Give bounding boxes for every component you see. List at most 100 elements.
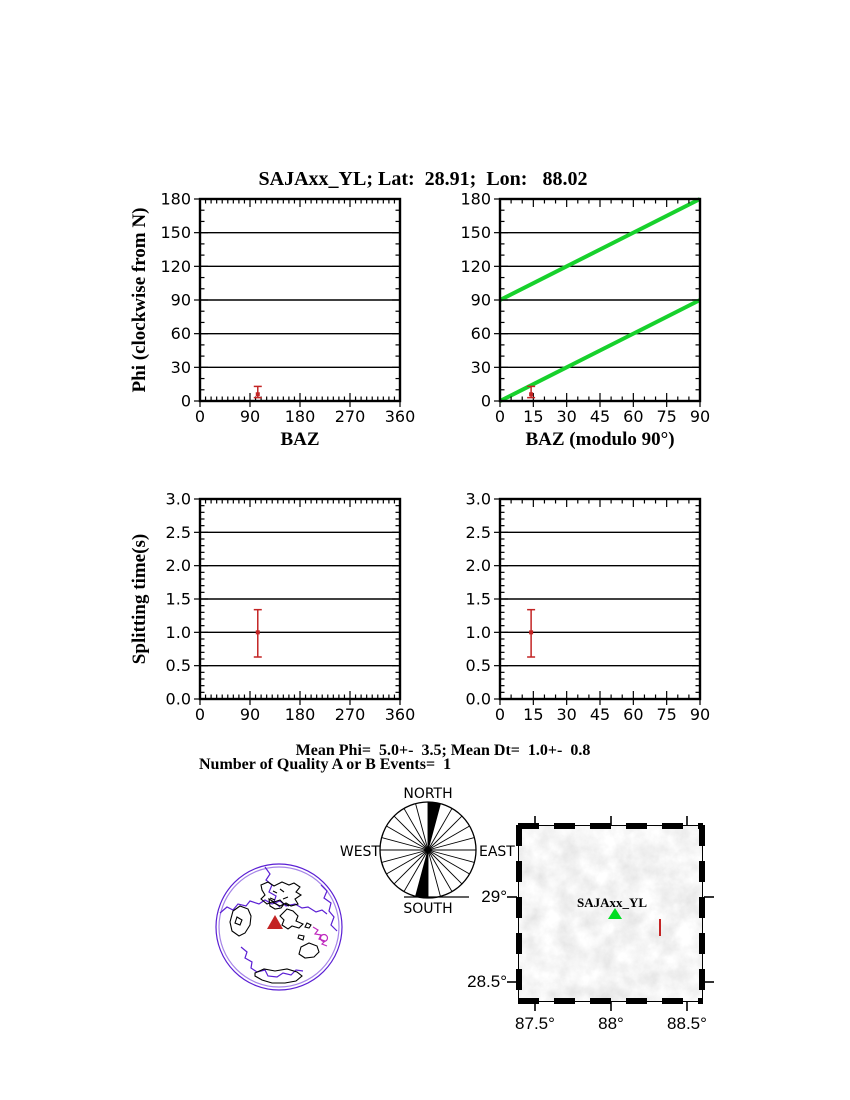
- x-tick-label: 30: [556, 705, 576, 724]
- rose-spoke: [415, 803, 429, 851]
- x-tick-label: 180: [285, 407, 316, 426]
- y-tick-label: 0.0: [466, 690, 491, 709]
- x-tick-label: 30: [556, 407, 576, 426]
- map-lon-label: 88.5°: [667, 1014, 707, 1033]
- coastline-path: [298, 942, 320, 959]
- y-axis-title: Splitting time(s): [129, 534, 150, 664]
- rose-spoke: [427, 825, 470, 851]
- station-label: SAJAxx_YL: [576, 895, 648, 910]
- rose-label-south: SOUTH: [403, 901, 452, 917]
- plot-dt-vs-baz: 0 90 180 270 360 0.0 0.5 1.0 1.5 2.0 2.5 3.0 Splitti…: [129, 490, 415, 725]
- rose-spoke: [386, 849, 429, 875]
- plate-boundary-path: [264, 866, 281, 908]
- y-tick-label: 2.0: [466, 556, 491, 575]
- rose-spoke: [427, 849, 463, 885]
- y-tick-label: 0.5: [466, 656, 491, 675]
- rose-filled-sector: [428, 802, 441, 850]
- globe-outline: [215, 863, 343, 991]
- rose-label-east: EAST: [479, 844, 515, 860]
- x-tick-label: 45: [590, 407, 610, 426]
- plot-dt-vs-baz-mod90: 0 15 30 45 60 75 90 0.0 0.5 1.0 1.5 2.0 2.5 3.0: [466, 490, 711, 725]
- y-tick-label: 150: [460, 223, 491, 242]
- x-tick-label: 15: [523, 705, 543, 724]
- y-tick-label: 2.5: [466, 523, 491, 542]
- error-bar: [253, 608, 262, 658]
- x-tick-label: 90: [690, 407, 710, 426]
- error-bar: [527, 385, 536, 399]
- map-lat-label: 29°: [481, 887, 507, 906]
- y-tick-label: 60: [471, 324, 491, 343]
- y-tick-label: 1.0: [466, 623, 491, 642]
- plate-boundary-magenta-path: [312, 926, 328, 947]
- rose-spoke: [386, 825, 429, 851]
- y-tick-label: 0.5: [166, 656, 191, 675]
- data-point-marker: [255, 392, 260, 397]
- coastline-path: [268, 897, 285, 910]
- coastline-path: [279, 908, 304, 930]
- map-border-dashes: [518, 998, 703, 1004]
- y-tick-label: 120: [160, 257, 191, 276]
- y-tick-label: 90: [471, 291, 491, 310]
- rose-spoke: [381, 837, 429, 851]
- y-tick-label: 30: [171, 358, 191, 377]
- figure-title: SAJAxx_YL; Lat: 28.91; Lon: 88.02: [258, 168, 588, 190]
- rose-spoke: [393, 849, 429, 885]
- x-tick-label: 60: [623, 407, 643, 426]
- x-tick-label: 270: [335, 407, 366, 426]
- x-tick-label: 360: [385, 705, 416, 724]
- x-tick-label: 0: [195, 705, 205, 724]
- rose-spoke: [381, 849, 429, 863]
- plot-phi-vs-baz-mod90: 0 15 30 45 60 75 90 0 30 60 90 120 150 180 BAZ (modulo…: [460, 190, 710, 451]
- y-tick-label: 2.0: [166, 556, 191, 575]
- y-tick-label: 0.0: [166, 690, 191, 709]
- data-point-marker: [255, 630, 260, 635]
- x-tick-label: 0: [195, 407, 205, 426]
- splitting-vector: [659, 919, 661, 936]
- map-border-dashes: [699, 825, 705, 1002]
- map-border-dashes: [518, 823, 703, 829]
- x-tick-label: 0: [495, 407, 505, 426]
- data-point-marker: [529, 392, 534, 397]
- x-tick-label: 90: [240, 705, 260, 724]
- y-tick-label: 2.5: [166, 523, 191, 542]
- rose-spoke: [427, 808, 453, 851]
- map-border-dashes: [516, 825, 522, 1002]
- data-point-marker: [529, 630, 534, 635]
- x-tick-label: 90: [240, 407, 260, 426]
- plate-boundary-path: [320, 884, 338, 932]
- x-axis-title: BAZ: [280, 429, 319, 450]
- y-tick-label: 1.0: [166, 623, 191, 642]
- x-tick-label: 90: [690, 705, 710, 724]
- plate-boundary-path: [219, 899, 328, 915]
- coastline-path: [254, 968, 303, 984]
- x-tick-label: 270: [335, 705, 366, 724]
- plot-frame: [198, 197, 402, 403]
- rose-circle: [379, 801, 477, 899]
- y-tick-label: 60: [171, 324, 191, 343]
- event-count-text: Number of Quality A or B Events= 1: [199, 756, 452, 773]
- globe-inset: [215, 863, 343, 991]
- coastline-path: [260, 881, 303, 907]
- x-tick-label: 360: [385, 407, 416, 426]
- map-lat-label: 28.5°: [467, 972, 507, 991]
- globe-outline-inner: [218, 866, 340, 988]
- plot-frame: [498, 197, 702, 403]
- rose-spoke: [415, 849, 429, 897]
- rose-spoke: [427, 849, 475, 863]
- x-tick-label: 0: [495, 705, 505, 724]
- rose-spoke: [403, 849, 429, 892]
- x-tick-label: 15: [523, 407, 543, 426]
- y-tick-label: 1.5: [166, 590, 191, 609]
- y-tick-label: 30: [471, 358, 491, 377]
- error-bar: [527, 608, 536, 658]
- y-tick-label: 120: [460, 257, 491, 276]
- y-tick-label: 0: [181, 392, 191, 411]
- y-tick-label: 180: [160, 190, 191, 209]
- rose-spoke: [427, 837, 475, 851]
- rose-spoke: [393, 815, 429, 851]
- x-tick-label: 75: [656, 407, 676, 426]
- y-tick-label: 150: [160, 223, 191, 242]
- mean-stats-text: Mean Phi= 5.0+- 3.5; Mean Dt= 1.0+- 0.8: [295, 742, 591, 759]
- y-tick-label: 1.5: [466, 590, 491, 609]
